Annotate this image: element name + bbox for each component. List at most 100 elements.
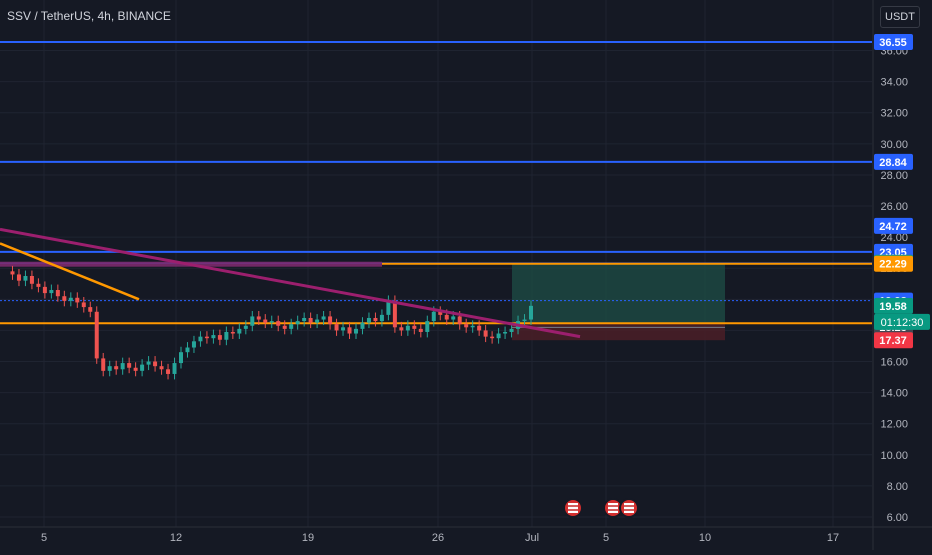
candle-body xyxy=(127,363,132,368)
candle-body xyxy=(334,324,339,331)
candle-body xyxy=(289,324,294,329)
candle-body xyxy=(88,307,93,312)
candle-body xyxy=(379,314,384,322)
candle-body xyxy=(211,335,216,339)
orange-trendline[interactable] xyxy=(0,242,140,301)
candle-body xyxy=(140,364,145,371)
y-tick-label: 16.00 xyxy=(880,357,908,369)
price-label-text: 36.55 xyxy=(879,37,907,49)
candle-body xyxy=(101,358,106,371)
candle-body xyxy=(94,311,99,359)
candle-body xyxy=(490,336,495,339)
x-tick-label: 10 xyxy=(699,532,711,544)
candle-body xyxy=(347,327,352,334)
candle-body xyxy=(503,331,508,334)
candle-body xyxy=(269,321,274,323)
candle-body xyxy=(49,289,54,294)
countdown-badge xyxy=(874,313,930,330)
y-tick-label: 26.00 xyxy=(880,201,908,213)
candle-body xyxy=(263,319,268,323)
candle-body xyxy=(477,325,482,331)
y-tick-label: 14.00 xyxy=(880,388,908,400)
candle-body xyxy=(386,300,391,315)
candle-body xyxy=(166,369,171,374)
candle-body xyxy=(444,314,449,320)
candle-body xyxy=(62,296,67,301)
candle-body xyxy=(282,325,287,329)
candle-body xyxy=(470,325,475,328)
candle-body xyxy=(23,276,28,281)
stop-zone[interactable] xyxy=(512,323,725,341)
candle-body xyxy=(75,297,80,303)
candle-body xyxy=(522,319,527,322)
candle-body xyxy=(159,366,164,370)
price-label-text: 24.72 xyxy=(879,221,907,233)
candle-body xyxy=(146,361,151,365)
y-tick-label: 34.00 xyxy=(880,77,908,89)
candle-body xyxy=(230,331,235,334)
candle-body xyxy=(42,286,47,294)
y-tick-label: 6.00 xyxy=(887,512,908,524)
x-tick-label: 26 xyxy=(432,532,444,544)
chart-title: SSV / TetherUS, 4h, BINANCE xyxy=(7,9,171,23)
candle-body xyxy=(10,271,15,275)
price-label-text: 28.84 xyxy=(879,157,907,169)
candle-body xyxy=(360,322,365,329)
candle-body xyxy=(341,327,346,331)
countdown-text: 01:12:30 xyxy=(881,317,924,329)
candle-body xyxy=(29,276,34,284)
x-tick-label: 19 xyxy=(302,532,314,544)
candle-body xyxy=(16,274,21,281)
candle-body xyxy=(237,328,242,334)
candle-body xyxy=(464,324,469,328)
candle-body xyxy=(191,341,196,348)
purple-trendline[interactable] xyxy=(0,227,581,339)
y-tick-label: 10.00 xyxy=(880,450,908,462)
candle-body xyxy=(68,297,73,301)
candle-body xyxy=(373,317,378,322)
x-tick-label: 5 xyxy=(603,532,609,544)
y-tick-label: 8.00 xyxy=(887,481,908,493)
candle-body xyxy=(354,328,358,334)
candle-body xyxy=(529,305,533,320)
candle-body xyxy=(302,317,307,322)
flag-icon xyxy=(568,503,578,513)
candle-body xyxy=(328,316,333,325)
x-tick-label: Jul xyxy=(525,532,539,544)
price-label-badge xyxy=(874,297,913,314)
x-tick-label: 17 xyxy=(827,532,839,544)
candle-body xyxy=(172,363,177,374)
x-tick-label: 12 xyxy=(170,532,182,544)
candle-body xyxy=(204,336,209,339)
candle-body xyxy=(256,316,261,320)
target-zone[interactable] xyxy=(512,263,725,324)
price-label-badge xyxy=(874,34,913,50)
candle-body xyxy=(224,331,229,340)
y-tick-label: 24.00 xyxy=(880,232,908,244)
y-tick-label: 28.00 xyxy=(880,170,908,182)
candle-body xyxy=(405,325,410,331)
candle-body xyxy=(107,366,112,371)
price-label-text: 19.58 xyxy=(879,301,907,313)
candle-body xyxy=(315,319,320,323)
price-label-badge xyxy=(874,332,913,349)
currency-badge[interactable]: USDT xyxy=(880,6,920,28)
candle-body xyxy=(457,316,462,325)
candle-body xyxy=(185,347,190,353)
candle-body xyxy=(217,335,222,340)
candle-body xyxy=(243,325,248,329)
price-label-badge xyxy=(874,255,913,272)
price-label-text: 22.29 xyxy=(879,259,907,271)
price-label-text: 17.37 xyxy=(879,335,907,347)
candle-body xyxy=(431,311,436,322)
candle-body xyxy=(412,325,417,329)
candle-body xyxy=(418,328,423,332)
candle-body xyxy=(399,327,404,331)
candle-body xyxy=(483,330,488,337)
candle-body xyxy=(451,316,456,320)
candle-body xyxy=(425,321,430,332)
candle-body xyxy=(198,336,203,342)
candle-body xyxy=(392,300,397,328)
